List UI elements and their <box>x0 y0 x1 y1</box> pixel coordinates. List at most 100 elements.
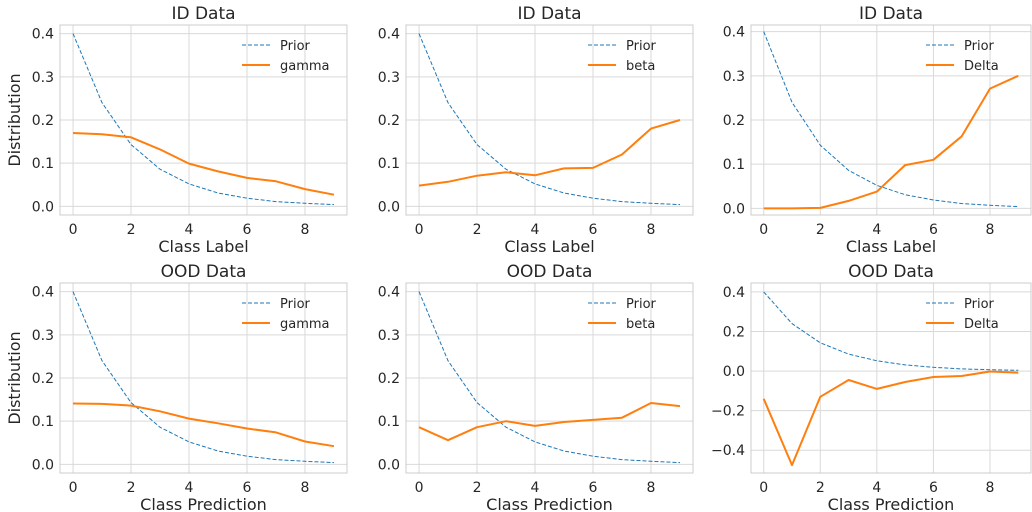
x-tick-label: 0 <box>69 480 78 496</box>
y-tick-label: −0.2 <box>711 404 745 420</box>
prior-series-line <box>418 291 681 464</box>
y-tick-label: 0.2 <box>723 324 745 340</box>
x-tick-label: 6 <box>589 222 598 238</box>
legend-label: gamma <box>280 59 330 74</box>
x-tick-label: 4 <box>185 222 194 238</box>
x-tick-label: 2 <box>473 480 482 496</box>
x-tick-label: 8 <box>647 480 656 496</box>
legend: Prior beta <box>588 297 657 332</box>
x-tick-label: 6 <box>929 222 938 238</box>
chart-panel-4: 0 2 4 6 8 0.0 0.1 0.2 0.3 0.4 OOD Data Class Predic… <box>5 262 348 512</box>
y-tick-label: 0.3 <box>32 328 54 344</box>
prior-series-line <box>418 33 681 206</box>
x-axis-label: Class Prediction <box>828 495 955 512</box>
y-tick-label: 0.1 <box>378 414 400 430</box>
legend: Prior gamma <box>242 297 330 332</box>
series-line-beta <box>418 402 681 442</box>
prior-series-line <box>763 291 1019 371</box>
x-tick-label: 4 <box>185 480 194 496</box>
y-tick-label: 0.0 <box>378 199 400 215</box>
legend-label: Prior <box>280 297 311 312</box>
x-tick-label: 6 <box>589 480 598 496</box>
y-tick-label: 0.2 <box>378 113 400 129</box>
x-tick-label: 2 <box>127 222 136 238</box>
x-axis-label: Class Label <box>504 237 594 256</box>
legend-label: Delta <box>964 59 999 74</box>
legend-label: gamma <box>280 317 330 332</box>
x-tick-label: 0 <box>759 222 768 238</box>
y-tick-label: 0.3 <box>378 328 400 344</box>
x-tick-label: 8 <box>986 480 995 496</box>
x-tick-label: 2 <box>127 480 136 496</box>
plot-frame <box>59 24 348 216</box>
y-tick-label: 0.0 <box>32 199 54 215</box>
x-tick-label: 0 <box>759 480 768 496</box>
y-tick-label: 0.3 <box>32 70 54 86</box>
y-tick-label: 0.3 <box>378 70 400 86</box>
y-tick-label: 0.2 <box>378 371 400 387</box>
y-tick-label: 0.4 <box>723 285 745 301</box>
y-tick-label: 0.2 <box>32 371 54 387</box>
x-tick-label: 4 <box>872 222 881 238</box>
x-tick-label: 8 <box>301 480 310 496</box>
chart-title: ID Data <box>171 4 235 24</box>
y-tick-label: 0.1 <box>32 414 54 430</box>
x-tick-label: 6 <box>929 480 938 496</box>
x-tick-label: 2 <box>816 480 825 496</box>
legend-label: Prior <box>626 297 657 312</box>
y-axis-label: Distribution <box>5 73 24 166</box>
chart-panel-3: 0 2 4 6 8 0.0 0.1 0.2 0.3 0.4 ID Data Class Label Pr… <box>723 4 1032 256</box>
chart-title: ID Data <box>859 4 923 24</box>
y-tick-label: 0.0 <box>378 457 400 473</box>
x-tick-label: 4 <box>531 222 540 238</box>
chart-panel-5: 0 2 4 6 8 0.0 0.1 0.2 0.3 0.4 OOD Data Class Predic… <box>378 262 694 512</box>
y-tick-label: 0.2 <box>723 113 745 129</box>
prior-series-line <box>72 33 335 206</box>
legend-label: beta <box>626 59 655 74</box>
x-axis-label: Class Prediction <box>140 495 267 512</box>
y-tick-label: 0.0 <box>32 457 54 473</box>
chart-title: OOD Data <box>848 262 934 282</box>
x-tick-label: 4 <box>872 480 881 496</box>
plot-frame <box>750 282 1032 474</box>
x-tick-label: 0 <box>415 222 424 238</box>
x-axis-label: Class Label <box>846 237 936 256</box>
chart-title: OOD Data <box>507 262 593 282</box>
x-axis-label: Class Label <box>158 237 248 256</box>
x-tick-label: 8 <box>647 222 656 238</box>
y-tick-label: 0.1 <box>723 157 745 173</box>
legend-label: Prior <box>626 39 657 54</box>
chart-panel-6: 0 2 4 6 8 −0.4 −0.2 0.0 0.2 0.4 OOD Data Class Pred… <box>711 262 1032 512</box>
x-tick-label: 0 <box>69 222 78 238</box>
y-tick-label: 0.4 <box>32 27 54 43</box>
legend-label: beta <box>626 317 655 332</box>
y-tick-label: 0.0 <box>723 364 745 380</box>
plot-frame <box>405 282 694 474</box>
x-tick-label: 2 <box>816 222 825 238</box>
legend: Prior Delta <box>926 39 999 74</box>
plot-frame <box>750 24 1032 216</box>
y-tick-label: 0.0 <box>723 201 745 217</box>
y-tick-label: 0.4 <box>723 25 745 41</box>
series-line-delta <box>763 74 1019 210</box>
x-tick-label: 6 <box>243 222 252 238</box>
chart-title: ID Data <box>517 4 581 24</box>
series-line-gamma <box>72 402 335 448</box>
x-tick-label: 2 <box>473 222 482 238</box>
legend: Prior Delta <box>926 297 999 332</box>
plot-frame <box>405 24 694 216</box>
y-tick-label: 0.2 <box>32 113 54 129</box>
chart-panel-1: 0 2 4 6 8 0.0 0.1 0.2 0.3 0.4 ID Data Class Label Di… <box>5 4 348 256</box>
series-line-delta <box>762 370 1019 467</box>
x-tick-label: 8 <box>301 222 310 238</box>
x-tick-label: 6 <box>243 480 252 496</box>
y-tick-label: 0.4 <box>378 285 400 301</box>
x-axis-label: Class Prediction <box>486 495 613 512</box>
legend: Prior gamma <box>242 39 330 74</box>
x-tick-label: 4 <box>531 480 540 496</box>
y-tick-label: 0.4 <box>32 285 54 301</box>
x-tick-label: 8 <box>986 222 995 238</box>
chart-panel-2: 0 2 4 6 8 0.0 0.1 0.2 0.3 0.4 ID Data Class Label Pr… <box>378 4 694 256</box>
y-tick-label: −0.4 <box>711 443 745 459</box>
